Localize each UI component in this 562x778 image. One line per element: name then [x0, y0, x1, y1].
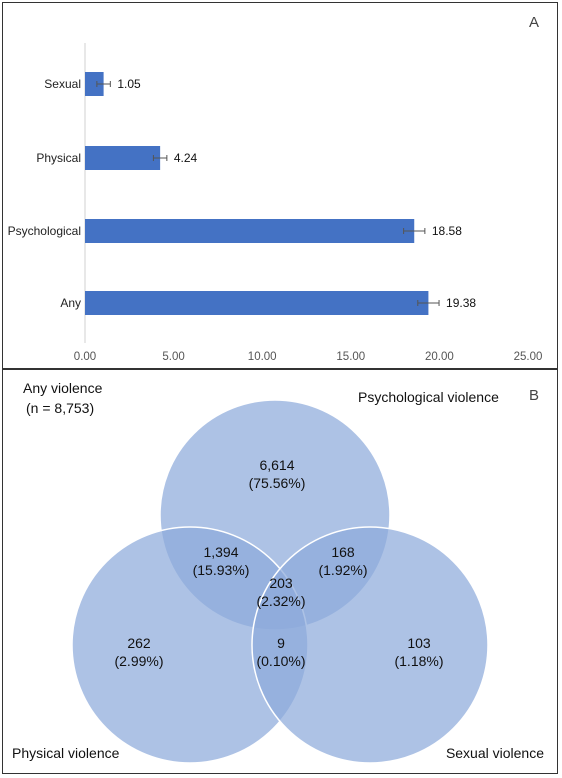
venn-circle	[251, 526, 489, 764]
bar-chart-svg: A Sexual 1.05 Physical 4.24 Psychological 18.5…	[8, 14, 543, 363]
bar	[85, 72, 104, 96]
venn-set-label: Physical violence	[12, 745, 120, 761]
venn-region-count: 203	[269, 575, 293, 591]
bar	[85, 219, 415, 243]
category-label: Physical	[36, 151, 81, 165]
x-tick-label: 10.00	[248, 351, 277, 363]
venn-region-percent: (2.32%)	[256, 593, 305, 609]
category-label: Sexual	[44, 77, 81, 91]
x-tick-label: 5.00	[162, 351, 184, 363]
panel-a-label: A	[529, 14, 539, 31]
venn-region-percent: (75.56%)	[249, 475, 306, 491]
venn-region-percent: (15.93%)	[193, 562, 250, 578]
category-label: Psychological	[8, 224, 81, 238]
data-label: 19.38	[446, 296, 476, 310]
error-bar	[152, 155, 168, 161]
venn-diagram-svg: Any violence (n = 8,753) B Psychological vi…	[12, 380, 544, 764]
venn-set-label: Psychological violence	[358, 389, 499, 405]
venn-region-percent: (2.99%)	[114, 653, 163, 669]
x-tick-label: 0.00	[74, 351, 96, 363]
venn-title-line2: (n = 8,753)	[26, 400, 94, 416]
x-tick-label: 25.00	[514, 351, 543, 363]
category-label: Any	[60, 296, 81, 310]
venn-region-percent: (0.10%)	[256, 653, 305, 669]
error-bar	[403, 228, 426, 234]
panel-b-label: B	[529, 387, 539, 404]
venn-region-count: 168	[331, 544, 355, 560]
error-bar	[417, 300, 440, 306]
panel-a-bar-chart: A Sexual 1.05 Physical 4.24 Psychological 18.5…	[2, 2, 558, 369]
x-tick-label: 20.00	[425, 351, 454, 363]
error-bar	[96, 81, 111, 87]
data-label: 1.05	[117, 77, 141, 91]
venn-region-count: 262	[127, 635, 151, 651]
venn-set-label: Sexual violence	[446, 745, 544, 761]
venn-region-percent: (1.92%)	[318, 562, 367, 578]
venn-region-count: 6,614	[259, 457, 294, 473]
venn-region-count: 1,394	[203, 544, 238, 560]
bar	[85, 146, 161, 170]
data-label: 18.58	[432, 224, 462, 238]
panel-b-venn-diagram: Any violence (n = 8,753) B Psychological vi…	[2, 369, 558, 774]
x-tick-label: 15.00	[336, 351, 365, 363]
bar	[85, 291, 429, 315]
venn-region-count: 103	[407, 635, 431, 651]
data-label: 4.24	[174, 151, 198, 165]
venn-title-line1: Any violence	[23, 380, 103, 396]
venn-region-count: 9	[277, 635, 285, 651]
venn-region-percent: (1.18%)	[394, 653, 443, 669]
